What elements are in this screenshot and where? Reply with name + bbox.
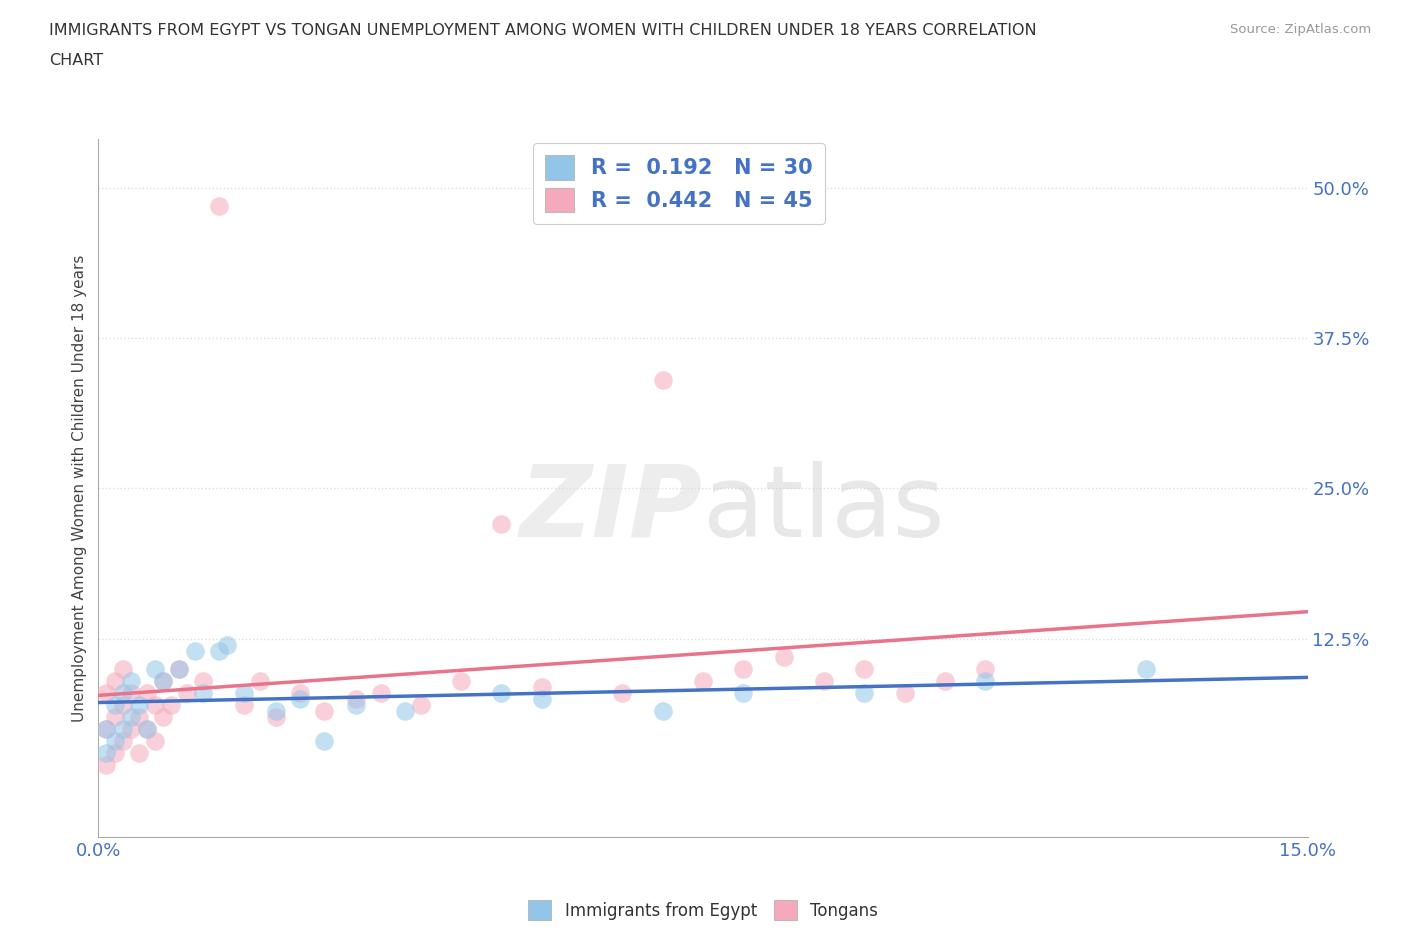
Point	[120, 673, 142, 688]
Point	[152, 673, 174, 688]
Point	[135, 722, 157, 737]
Point	[612, 685, 634, 700]
Point	[314, 734, 336, 749]
Text: atlas: atlas	[703, 460, 945, 558]
Y-axis label: Unemployment Among Women with Children Under 18 years: Unemployment Among Women with Children U…	[72, 255, 87, 722]
Point	[530, 679, 553, 694]
Point	[143, 734, 166, 749]
Point	[103, 745, 125, 760]
Point	[208, 644, 231, 658]
Point	[128, 710, 150, 724]
Point	[128, 745, 150, 760]
Point	[288, 685, 311, 700]
Point	[167, 661, 190, 676]
Point	[176, 685, 198, 700]
Point	[264, 710, 287, 724]
Point	[96, 722, 118, 737]
Point	[934, 673, 956, 688]
Point	[135, 722, 157, 737]
Text: Source: ZipAtlas.com: Source: ZipAtlas.com	[1230, 23, 1371, 36]
Text: IMMIGRANTS FROM EGYPT VS TONGAN UNEMPLOYMENT AMONG WOMEN WITH CHILDREN UNDER 18 : IMMIGRANTS FROM EGYPT VS TONGAN UNEMPLOY…	[49, 23, 1036, 38]
Point	[232, 685, 254, 700]
Point	[813, 673, 835, 688]
Point	[96, 757, 118, 772]
Legend: Immigrants from Egypt, Tongans: Immigrants from Egypt, Tongans	[522, 894, 884, 926]
Point	[530, 691, 553, 706]
Point	[974, 673, 997, 688]
Point	[193, 685, 215, 700]
Point	[103, 698, 125, 712]
Point	[111, 661, 134, 676]
Point	[853, 685, 876, 700]
Point	[394, 703, 416, 718]
Point	[450, 673, 472, 688]
Point	[232, 698, 254, 712]
Point	[111, 685, 134, 700]
Point	[409, 698, 432, 712]
Point	[160, 698, 183, 712]
Point	[128, 698, 150, 712]
Point	[692, 673, 714, 688]
Point	[344, 698, 367, 712]
Point	[651, 373, 673, 388]
Point	[135, 685, 157, 700]
Point	[184, 644, 207, 658]
Point	[733, 685, 755, 700]
Point	[111, 734, 134, 749]
Point	[491, 685, 513, 700]
Point	[143, 661, 166, 676]
Text: CHART: CHART	[49, 53, 103, 68]
Point	[974, 661, 997, 676]
Point	[853, 661, 876, 676]
Point	[314, 703, 336, 718]
Point	[893, 685, 915, 700]
Point	[193, 673, 215, 688]
Point	[491, 517, 513, 532]
Point	[120, 722, 142, 737]
Point	[344, 691, 367, 706]
Point	[96, 745, 118, 760]
Point	[103, 710, 125, 724]
Point	[120, 710, 142, 724]
Point	[370, 685, 392, 700]
Point	[143, 698, 166, 712]
Text: ZIP: ZIP	[520, 460, 703, 558]
Point	[103, 673, 125, 688]
Point	[733, 661, 755, 676]
Point	[167, 661, 190, 676]
Point	[152, 710, 174, 724]
Point	[288, 691, 311, 706]
Point	[111, 698, 134, 712]
Point	[772, 649, 794, 664]
Point	[96, 685, 118, 700]
Point	[651, 703, 673, 718]
Point	[103, 734, 125, 749]
Point	[120, 685, 142, 700]
Point	[249, 673, 271, 688]
Point	[1135, 661, 1157, 676]
Point	[208, 198, 231, 213]
Point	[217, 637, 239, 652]
Point	[152, 673, 174, 688]
Point	[264, 703, 287, 718]
Point	[111, 722, 134, 737]
Point	[96, 722, 118, 737]
